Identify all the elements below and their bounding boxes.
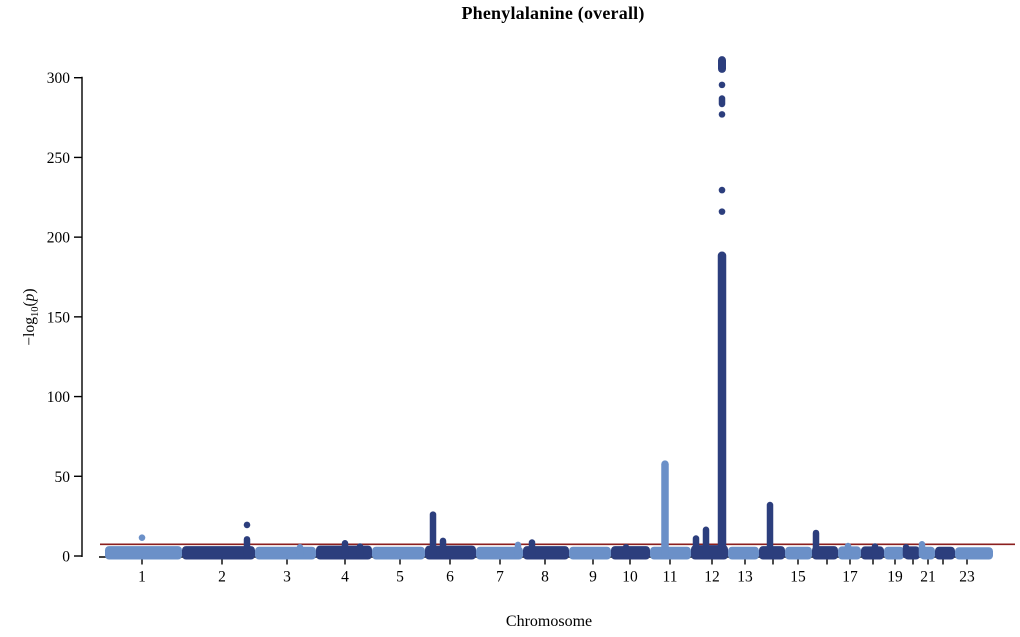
chr-6-points: [429, 511, 447, 559]
svg-text:50: 50: [55, 469, 71, 486]
svg-text:3: 3: [283, 569, 291, 586]
svg-text:15: 15: [790, 569, 806, 586]
chr-4-points: [341, 540, 364, 559]
svg-text:2: 2: [218, 569, 226, 586]
chr-5-band: [372, 546, 425, 560]
svg-text:300: 300: [47, 70, 71, 87]
y-axis: 0 50 100 150 200 250 300: [47, 70, 83, 566]
chr-12-points: [692, 56, 727, 559]
chart-title: Phenylalanine (overall): [461, 3, 645, 23]
chr-8-points: [528, 539, 536, 559]
chr-10-points: [622, 544, 630, 559]
svg-text:6: 6: [446, 569, 454, 586]
y-axis-title: −log10(p): [21, 288, 42, 346]
chr-15-band: [785, 546, 812, 560]
chromosome-bands: [105, 545, 993, 560]
svg-text:150: 150: [47, 309, 71, 326]
chr-7-points: [514, 541, 522, 559]
chr-6-band: [425, 545, 476, 560]
svg-text:13: 13: [737, 569, 753, 586]
chr-23-band: [955, 547, 993, 560]
x-axis: 1 2 3 4 5 6 7 8 9 10 11 12 13 15 17 19 21 23: [99, 556, 975, 586]
svg-text:200: 200: [47, 230, 71, 247]
chr-21-points: [918, 541, 926, 559]
svg-text:250: 250: [47, 150, 71, 167]
chr-3-band: [255, 546, 316, 560]
chr-7-band: [476, 546, 523, 560]
data-points: [138, 56, 926, 559]
chr-22-band: [935, 546, 955, 560]
chr-1-band: [105, 546, 182, 560]
chr-2-points: [243, 521, 251, 559]
svg-text:19: 19: [887, 569, 903, 586]
svg-text:17: 17: [842, 569, 858, 586]
svg-text:8: 8: [541, 569, 549, 586]
svg-text:11: 11: [663, 569, 678, 586]
svg-text:0: 0: [62, 549, 70, 566]
svg-text:10: 10: [622, 569, 638, 586]
chr-9-band: [569, 546, 611, 560]
chr-19-band: [884, 546, 904, 560]
svg-text:21: 21: [920, 569, 936, 586]
x-axis-title: Chromosome: [505, 613, 593, 630]
svg-text:9: 9: [589, 569, 597, 586]
chr-11-points: [661, 460, 669, 559]
svg-text:12: 12: [704, 569, 720, 586]
chr-13-band: [728, 546, 759, 560]
svg-text:100: 100: [47, 389, 71, 406]
svg-text:5: 5: [396, 569, 404, 586]
chr-10-band: [611, 546, 650, 560]
chr-14-points: [766, 501, 774, 559]
chr-11-band: [650, 546, 691, 560]
chr-17-points: [844, 542, 852, 559]
chr-3-points: [296, 544, 304, 559]
chr-1-points: [138, 534, 146, 541]
svg-text:1: 1: [138, 569, 146, 586]
chr-20-points: [902, 544, 910, 559]
chr-18-points: [871, 543, 879, 559]
svg-text:4: 4: [341, 569, 349, 586]
chr-16-points: [812, 529, 820, 559]
svg-text:23: 23: [959, 569, 975, 586]
svg-text:7: 7: [496, 569, 504, 586]
chr-2-band: [182, 546, 255, 560]
